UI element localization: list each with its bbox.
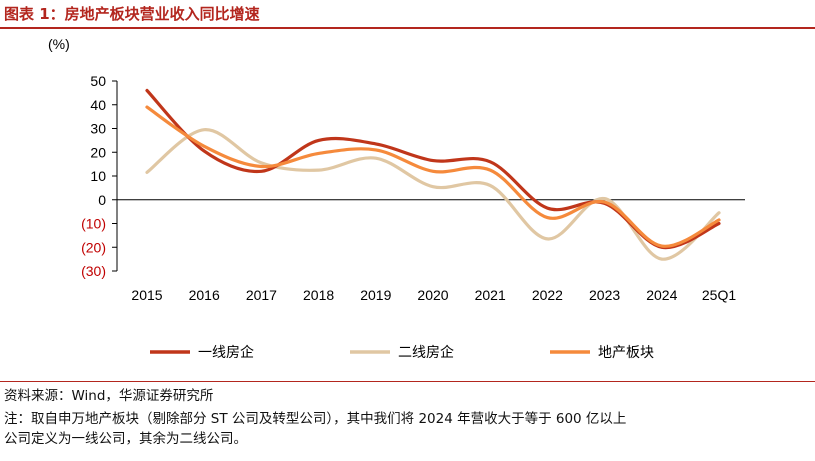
y-tick-label: (30)	[81, 263, 106, 279]
y-tick-label: 30	[90, 121, 106, 137]
axes	[116, 81, 745, 271]
legend-label: 地产板块	[598, 345, 654, 361]
y-tick-label: 50	[90, 73, 106, 89]
source-note: 资料来源：Wind，华源证券研究所	[4, 388, 214, 404]
x-tick-label: 2018	[303, 287, 334, 303]
footnote-line-2: 公司定义为一线公司，其余为二线公司。	[4, 431, 247, 447]
y-tick-label: 0	[98, 192, 106, 208]
line-chart: 50 40 30 20 10 0 (10) (20) (30) 2015 2016 2017 2018…	[48, 36, 745, 361]
series-line-2	[145, 128, 721, 261]
x-tick-label: 2017	[246, 287, 277, 303]
y-tick-label: 40	[90, 97, 106, 113]
y-tick-label: 20	[90, 144, 106, 160]
x-tick-label: 25Q1	[702, 287, 736, 303]
x-tick-label: 2019	[360, 287, 391, 303]
footer-divider	[0, 381, 815, 382]
legend-label: 二线房企	[398, 344, 454, 361]
figure-title: 图表 1：房地产板块营业收入同比增速	[4, 5, 260, 23]
x-tick-label: 2022	[532, 287, 563, 303]
x-axis-ticks: 2015 2016 2017 2018 2019 2020 2021 2022 2023 2024…	[131, 287, 736, 303]
title-divider	[0, 27, 815, 29]
x-tick-label: 2024	[646, 287, 677, 303]
y-unit-label: (%)	[48, 36, 70, 52]
x-tick-label: 2020	[417, 287, 448, 303]
y-axis-ticks: 50 40 30 20 10 0 (10) (20) (30)	[81, 73, 117, 279]
y-tick-label: 10	[90, 168, 106, 184]
series-line-3	[145, 105, 721, 248]
legend-label: 一线房企	[198, 344, 254, 361]
legend: 一线房企 二线房企 地产板块	[150, 344, 654, 361]
x-tick-label: 2016	[189, 287, 220, 303]
series-lines	[145, 88, 721, 261]
y-tick-label: (20)	[81, 239, 106, 255]
y-tick-label: (10)	[81, 216, 106, 232]
footnote-line-1: 注：取自申万地产板块（剔除部分 ST 公司及转型公司），其中我们将 2024 年…	[4, 411, 627, 427]
x-tick-label: 2023	[589, 287, 620, 303]
x-tick-label: 2015	[131, 287, 162, 303]
x-tick-label: 2021	[475, 287, 506, 303]
